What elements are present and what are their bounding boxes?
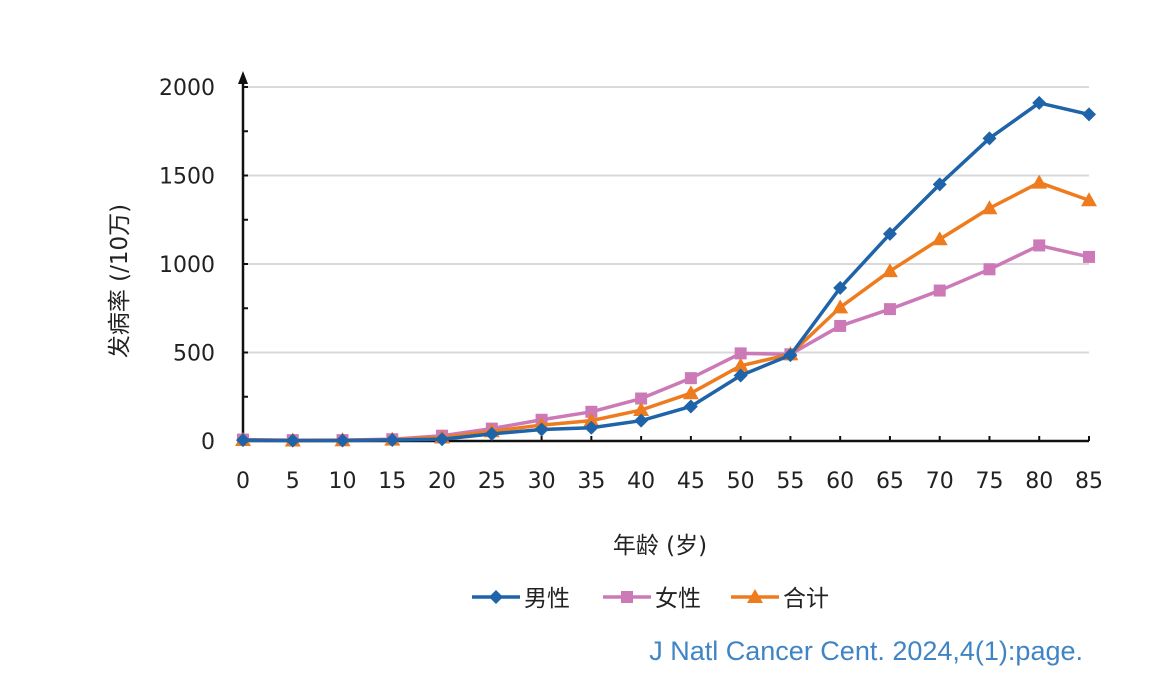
data-point <box>534 422 549 437</box>
series-line <box>242 180 1090 443</box>
x-tick-label: 70 <box>926 469 954 494</box>
y-tick-label: 1000 <box>159 253 215 278</box>
data-point <box>385 432 400 447</box>
x-tick-label: 30 <box>528 469 556 494</box>
data-point <box>1083 250 1095 263</box>
citation: J Natl Cancer Cent. 2024,4(1):page. <box>649 636 1083 666</box>
legend-marker <box>747 589 763 603</box>
series-line <box>242 101 1090 443</box>
axes <box>238 71 1090 443</box>
data-point <box>881 263 898 278</box>
y-tick-label: 500 <box>173 342 215 367</box>
data-point <box>633 402 650 417</box>
data-point <box>1031 174 1048 189</box>
x-tick-label: 5 <box>286 469 300 494</box>
x-tick-label: 85 <box>1075 469 1103 494</box>
y-axis-title: 发病率 (/10万) <box>107 204 133 358</box>
data-point <box>883 303 896 316</box>
series-group <box>235 95 1097 448</box>
data-point <box>634 413 649 428</box>
x-tick-label: 75 <box>975 469 1003 494</box>
data-point <box>683 399 698 414</box>
legend-label: 合计 <box>783 586 829 612</box>
y-axis-arrow <box>238 71 248 84</box>
data-point <box>733 368 748 383</box>
series-triangle <box>235 174 1097 447</box>
data-point <box>1082 107 1096 122</box>
legend-label: 男性 <box>524 586 570 612</box>
x-tick-label: 45 <box>677 469 705 494</box>
x-tick-label: 0 <box>236 469 250 494</box>
data-point <box>833 280 848 295</box>
data-point <box>933 284 946 297</box>
x-axis-title: 年龄 (岁) <box>613 533 707 559</box>
y-tick-label: 0 <box>201 430 215 455</box>
x-tick-label: 60 <box>826 469 854 494</box>
series-line <box>242 243 1090 442</box>
data-point <box>335 433 350 448</box>
x-tick-label: 65 <box>876 469 904 494</box>
legend-marker <box>621 591 633 603</box>
x-tick-labels: 0 5 10 15 20 25 30 35 40 45 50 55 60 65 70 75 80 85 <box>236 469 1103 494</box>
series-diamond <box>236 95 1096 448</box>
x-tick-label: 10 <box>329 469 357 494</box>
data-point <box>1033 239 1046 252</box>
x-tick-label: 35 <box>577 469 605 494</box>
data-point <box>635 392 648 405</box>
legend-item: 男性 <box>472 586 570 612</box>
x-tick-label: 20 <box>428 469 456 494</box>
data-point <box>832 299 849 314</box>
data-point <box>435 432 450 447</box>
x-tick-label: 80 <box>1025 469 1053 494</box>
data-point <box>1081 192 1097 207</box>
data-point <box>285 433 300 448</box>
data-point <box>1032 95 1047 110</box>
data-point <box>981 200 998 215</box>
data-point <box>983 263 996 276</box>
data-point <box>584 420 599 435</box>
data-point <box>982 131 997 146</box>
x-tick-label: 25 <box>478 469 506 494</box>
data-point <box>236 433 250 448</box>
y-tick-labels: 0 500 1000 1500 2000 <box>159 76 215 455</box>
x-tick-label: 50 <box>727 469 755 494</box>
data-point <box>882 226 897 241</box>
data-point <box>834 319 847 332</box>
data-point <box>682 385 699 400</box>
legend-item: 女性 <box>603 586 701 612</box>
y-tick-label: 2000 <box>159 76 215 101</box>
data-point <box>585 405 598 418</box>
data-point <box>783 348 798 363</box>
legend-label: 女性 <box>655 586 701 612</box>
data-point <box>484 426 499 441</box>
data-point <box>732 357 749 372</box>
x-tick-label: 40 <box>627 469 655 494</box>
data-point <box>931 231 948 246</box>
legend: 男性 女性 合计 <box>472 586 829 612</box>
grid-lines <box>243 86 1089 354</box>
y-tick-label: 1500 <box>159 165 215 190</box>
data-point <box>932 177 947 192</box>
data-point <box>583 412 600 427</box>
legend-item: 合计 <box>731 586 829 612</box>
legend-marker <box>489 590 503 604</box>
data-point <box>734 347 747 360</box>
data-point <box>684 372 697 385</box>
x-tick-label: 15 <box>378 469 406 494</box>
x-tick-label: 55 <box>776 469 804 494</box>
